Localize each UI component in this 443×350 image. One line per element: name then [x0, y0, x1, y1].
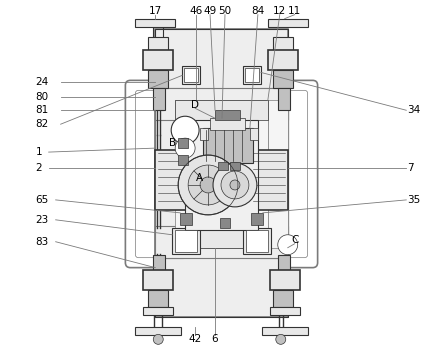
Circle shape	[175, 138, 195, 158]
Circle shape	[178, 155, 238, 215]
Text: 81: 81	[36, 105, 49, 115]
Circle shape	[278, 235, 298, 255]
Bar	[270, 270, 299, 289]
Bar	[155, 150, 193, 210]
Bar	[155, 226, 288, 258]
Text: 83: 83	[36, 237, 49, 247]
Bar	[250, 128, 258, 140]
Bar	[155, 88, 183, 258]
Text: 12: 12	[273, 6, 286, 16]
Bar	[172, 228, 200, 254]
Bar	[155, 29, 288, 317]
Bar	[268, 50, 298, 70]
Bar	[185, 120, 258, 230]
Text: 46: 46	[190, 6, 203, 16]
Bar	[184, 68, 198, 82]
Bar	[250, 150, 288, 210]
Bar	[175, 100, 268, 248]
Bar	[148, 70, 168, 88]
Circle shape	[188, 165, 228, 205]
Bar	[148, 289, 168, 307]
Bar	[273, 36, 293, 50]
Bar	[246, 230, 268, 252]
Bar	[270, 307, 299, 315]
Bar	[268, 19, 307, 27]
Text: B: B	[169, 138, 176, 148]
Bar	[180, 213, 192, 225]
Bar	[278, 88, 290, 110]
Bar	[260, 88, 288, 258]
Bar	[243, 66, 261, 84]
Text: C: C	[291, 235, 299, 245]
Text: 17: 17	[149, 6, 162, 16]
Text: 65: 65	[36, 195, 49, 205]
Bar	[178, 138, 188, 148]
Bar	[220, 218, 230, 228]
Bar	[262, 327, 307, 335]
Text: 49: 49	[203, 6, 217, 16]
Bar	[144, 307, 173, 315]
Bar	[155, 88, 288, 120]
Bar	[136, 19, 175, 27]
Bar	[273, 70, 293, 88]
Bar	[178, 155, 188, 165]
Bar	[203, 128, 253, 163]
Bar	[175, 100, 268, 120]
Bar	[251, 213, 263, 225]
Text: 6: 6	[212, 334, 218, 344]
Circle shape	[221, 171, 249, 199]
Bar	[230, 162, 240, 170]
Bar	[144, 50, 173, 70]
Bar	[245, 68, 259, 82]
Bar	[210, 118, 245, 130]
Bar	[268, 100, 288, 248]
Bar	[155, 29, 288, 317]
Circle shape	[230, 180, 240, 190]
Text: 7: 7	[407, 163, 414, 173]
Text: 50: 50	[218, 6, 232, 16]
Text: 24: 24	[36, 77, 49, 88]
Text: 2: 2	[36, 163, 43, 173]
Bar	[273, 289, 293, 307]
Bar	[153, 88, 165, 110]
Bar	[153, 255, 165, 271]
Bar	[175, 228, 268, 248]
Bar	[243, 228, 271, 254]
Bar	[182, 66, 200, 84]
Bar	[175, 230, 197, 252]
Circle shape	[153, 334, 163, 344]
Text: 82: 82	[36, 119, 49, 129]
Bar	[148, 36, 168, 50]
Text: 35: 35	[407, 195, 420, 205]
Bar	[200, 128, 208, 140]
Text: 42: 42	[188, 334, 202, 344]
Text: 23: 23	[36, 215, 49, 225]
Bar	[136, 327, 181, 335]
Circle shape	[171, 116, 199, 144]
Text: 34: 34	[407, 105, 420, 115]
Text: 84: 84	[251, 6, 264, 16]
Text: A: A	[195, 173, 202, 183]
Text: 1: 1	[36, 147, 43, 157]
Circle shape	[213, 163, 257, 207]
Circle shape	[276, 334, 286, 344]
Circle shape	[200, 177, 216, 193]
Bar	[218, 162, 228, 170]
Text: D: D	[191, 100, 199, 110]
Text: 80: 80	[36, 92, 49, 102]
Text: 11: 11	[288, 6, 301, 16]
Bar	[278, 255, 290, 271]
Bar	[144, 270, 173, 289]
Bar	[215, 110, 240, 120]
